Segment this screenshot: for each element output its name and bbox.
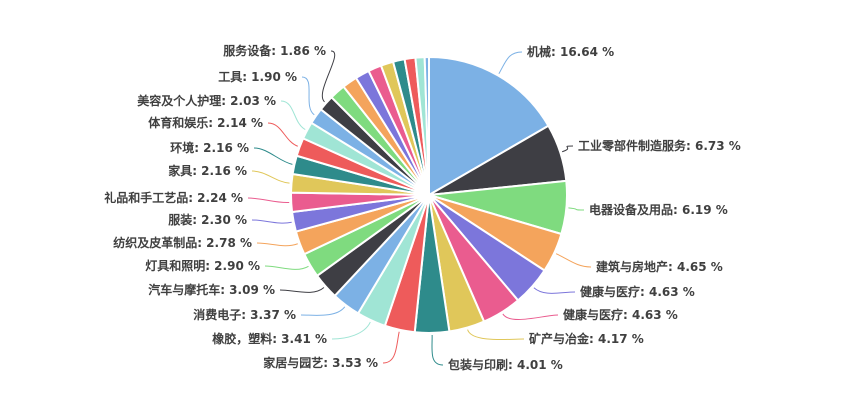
slice-label-21: 服务设备: 1.86 %: [223, 43, 326, 58]
leader-line-3: [555, 253, 592, 268]
slice-label-18: 体育和娱乐: 2.14 %: [148, 115, 263, 130]
leader-line-13: [256, 242, 298, 247]
leader-line-14: [251, 219, 292, 224]
slice-label-8: 家居与园艺: 3.53 %: [263, 355, 378, 370]
leader-line-17: [253, 147, 293, 165]
leader-lines-group: [247, 50, 592, 366]
leader-line-11: [279, 287, 325, 293]
slice-label-3: 建筑与房地产: 4.65 %: [595, 259, 723, 274]
slice-label-14: 服装: 2.30 %: [168, 212, 247, 227]
slice-label-6: 矿产与冶金: 4.17 %: [529, 331, 644, 346]
leader-line-19: [280, 100, 306, 130]
leader-line-0: [498, 51, 523, 74]
slice-label-12: 灯具和照明: 2.90 %: [145, 258, 260, 273]
leader-line-18: [267, 122, 298, 147]
slice-label-19: 美容及个人护理: 2.03 %: [137, 93, 276, 108]
leader-line-4: [533, 287, 576, 294]
slice-label-1: 工业零部件制造服务: 6.73 %: [578, 138, 741, 153]
slice-label-5: 健康与医疗: 4.63 %: [563, 307, 678, 322]
leader-line-12: [264, 265, 309, 270]
slice-label-2: 电器设备及用品: 6.19 %: [589, 202, 728, 217]
leader-line-15: [247, 197, 290, 203]
slice-label-10: 消费电子: 3.37 %: [193, 307, 296, 322]
slice-label-20: 工具: 1.90 %: [218, 70, 297, 84]
slice-label-15: 礼品和手工艺品: 2.24 %: [104, 190, 243, 205]
pie-slice-0[interactable]: [428, 56, 550, 196]
slice-label-11: 汽车与摩托车: 3.09 %: [148, 282, 275, 297]
slice-label-16: 家具: 2.16 %: [168, 163, 247, 178]
leader-line-2: [568, 207, 585, 211]
leader-line-9: [331, 321, 371, 340]
slice-label-17: 环境: 2.16 %: [170, 140, 249, 155]
slice-label-7: 包装与印刷: 4.01 %: [447, 357, 563, 372]
slice-labels-group: 机械: 16.64 % 工业零部件制造服务: 6.73 % 电器设备及用品: 6.1…: [104, 43, 741, 372]
slice-label-0: 机械: 16.64 %: [527, 44, 614, 59]
leader-line-5: [502, 313, 559, 320]
slice-label-4: 健康与医疗: 4.63 %: [580, 284, 695, 299]
pie-slices-group: [290, 56, 568, 334]
leader-line-8: [382, 331, 400, 364]
leader-line-1: [562, 145, 574, 153]
slice-label-9: 橡胶，塑料: 3.41 %: [212, 331, 327, 346]
leader-line-6: [467, 329, 525, 341]
leader-line-21: [321, 50, 336, 103]
slice-label-13: 纺织及皮革制品: 2.78 %: [113, 235, 252, 250]
leader-line-20: [301, 76, 315, 116]
pie-slice-30[interactable]: [423, 56, 430, 196]
leader-line-7: [431, 334, 444, 366]
leader-line-16: [251, 170, 290, 184]
leader-line-10: [300, 306, 346, 316]
